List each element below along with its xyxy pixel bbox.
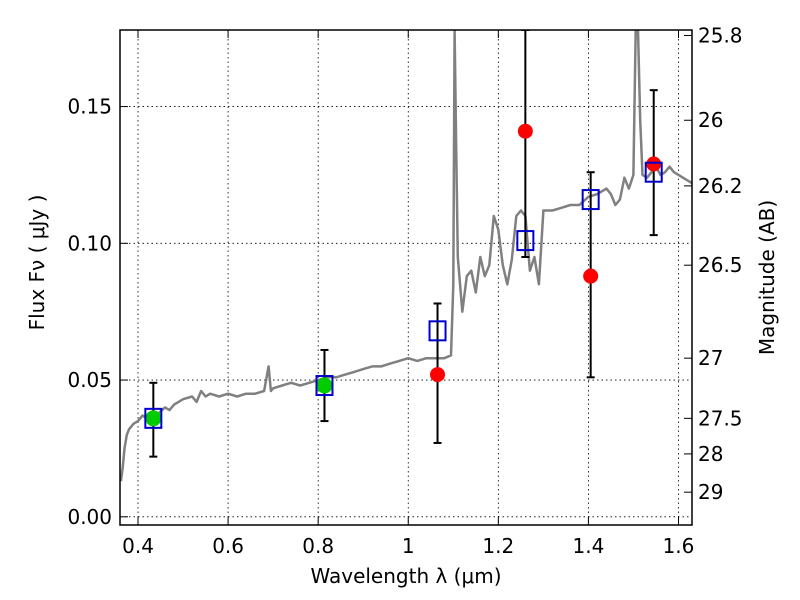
x-tick-label: 0.8 [302,534,334,558]
model-square-marker [315,375,334,397]
red-data-point [517,123,533,139]
y2-tick-label: 25.8 [698,23,743,47]
model-square-marker [516,230,535,252]
y2-tick-label: 27.5 [698,406,743,430]
x-tick-label: 1.6 [663,534,695,558]
y2-tick-label: 26.2 [698,174,743,198]
red-data-point [430,367,446,383]
red-data-point [646,156,662,172]
x-tick-label: 0.4 [122,534,154,558]
y-tick-label: 0.00 [67,505,112,529]
x-tick-label: 1.4 [573,534,605,558]
y2-tick-label: 26.5 [698,253,743,277]
y-tick-label: 0.15 [67,95,112,119]
green-data-point [316,377,333,394]
grid-lines [120,30,692,525]
green-data-point [145,410,162,427]
model-square-marker [644,161,663,183]
model-square-marker [581,189,600,211]
x-tick-label: 0.6 [212,534,244,558]
x-axis-label: Wavelength λ (μm) [310,564,501,588]
y2-tick-label: 29 [698,480,723,504]
x-tick-label: 1 [402,534,415,558]
model-square-marker [144,407,163,429]
y2-axis-label: Magnitude (AB) [755,200,779,355]
y-tick-label: 0.10 [67,231,112,255]
y2-tick-label: 27 [698,346,723,370]
y-tick-label: 0.05 [67,368,112,392]
axis-ticks: 0.4 0.6 0.8 1 1.2 1.4 1.6 0.00 0.05 0.10 0.15 25.8 2… [67,23,742,558]
x-tick-label: 1.2 [482,534,514,558]
y2-tick-label: 26 [698,108,723,132]
plot-area [120,30,692,482]
red-data-point [583,268,599,284]
model-square-marker [428,320,447,342]
plot-frame [119,29,693,526]
y2-tick-label: 28 [698,442,723,466]
spectrum-line [120,30,692,482]
y-axis-label: Flux Fν ( μJy ) [25,195,49,331]
